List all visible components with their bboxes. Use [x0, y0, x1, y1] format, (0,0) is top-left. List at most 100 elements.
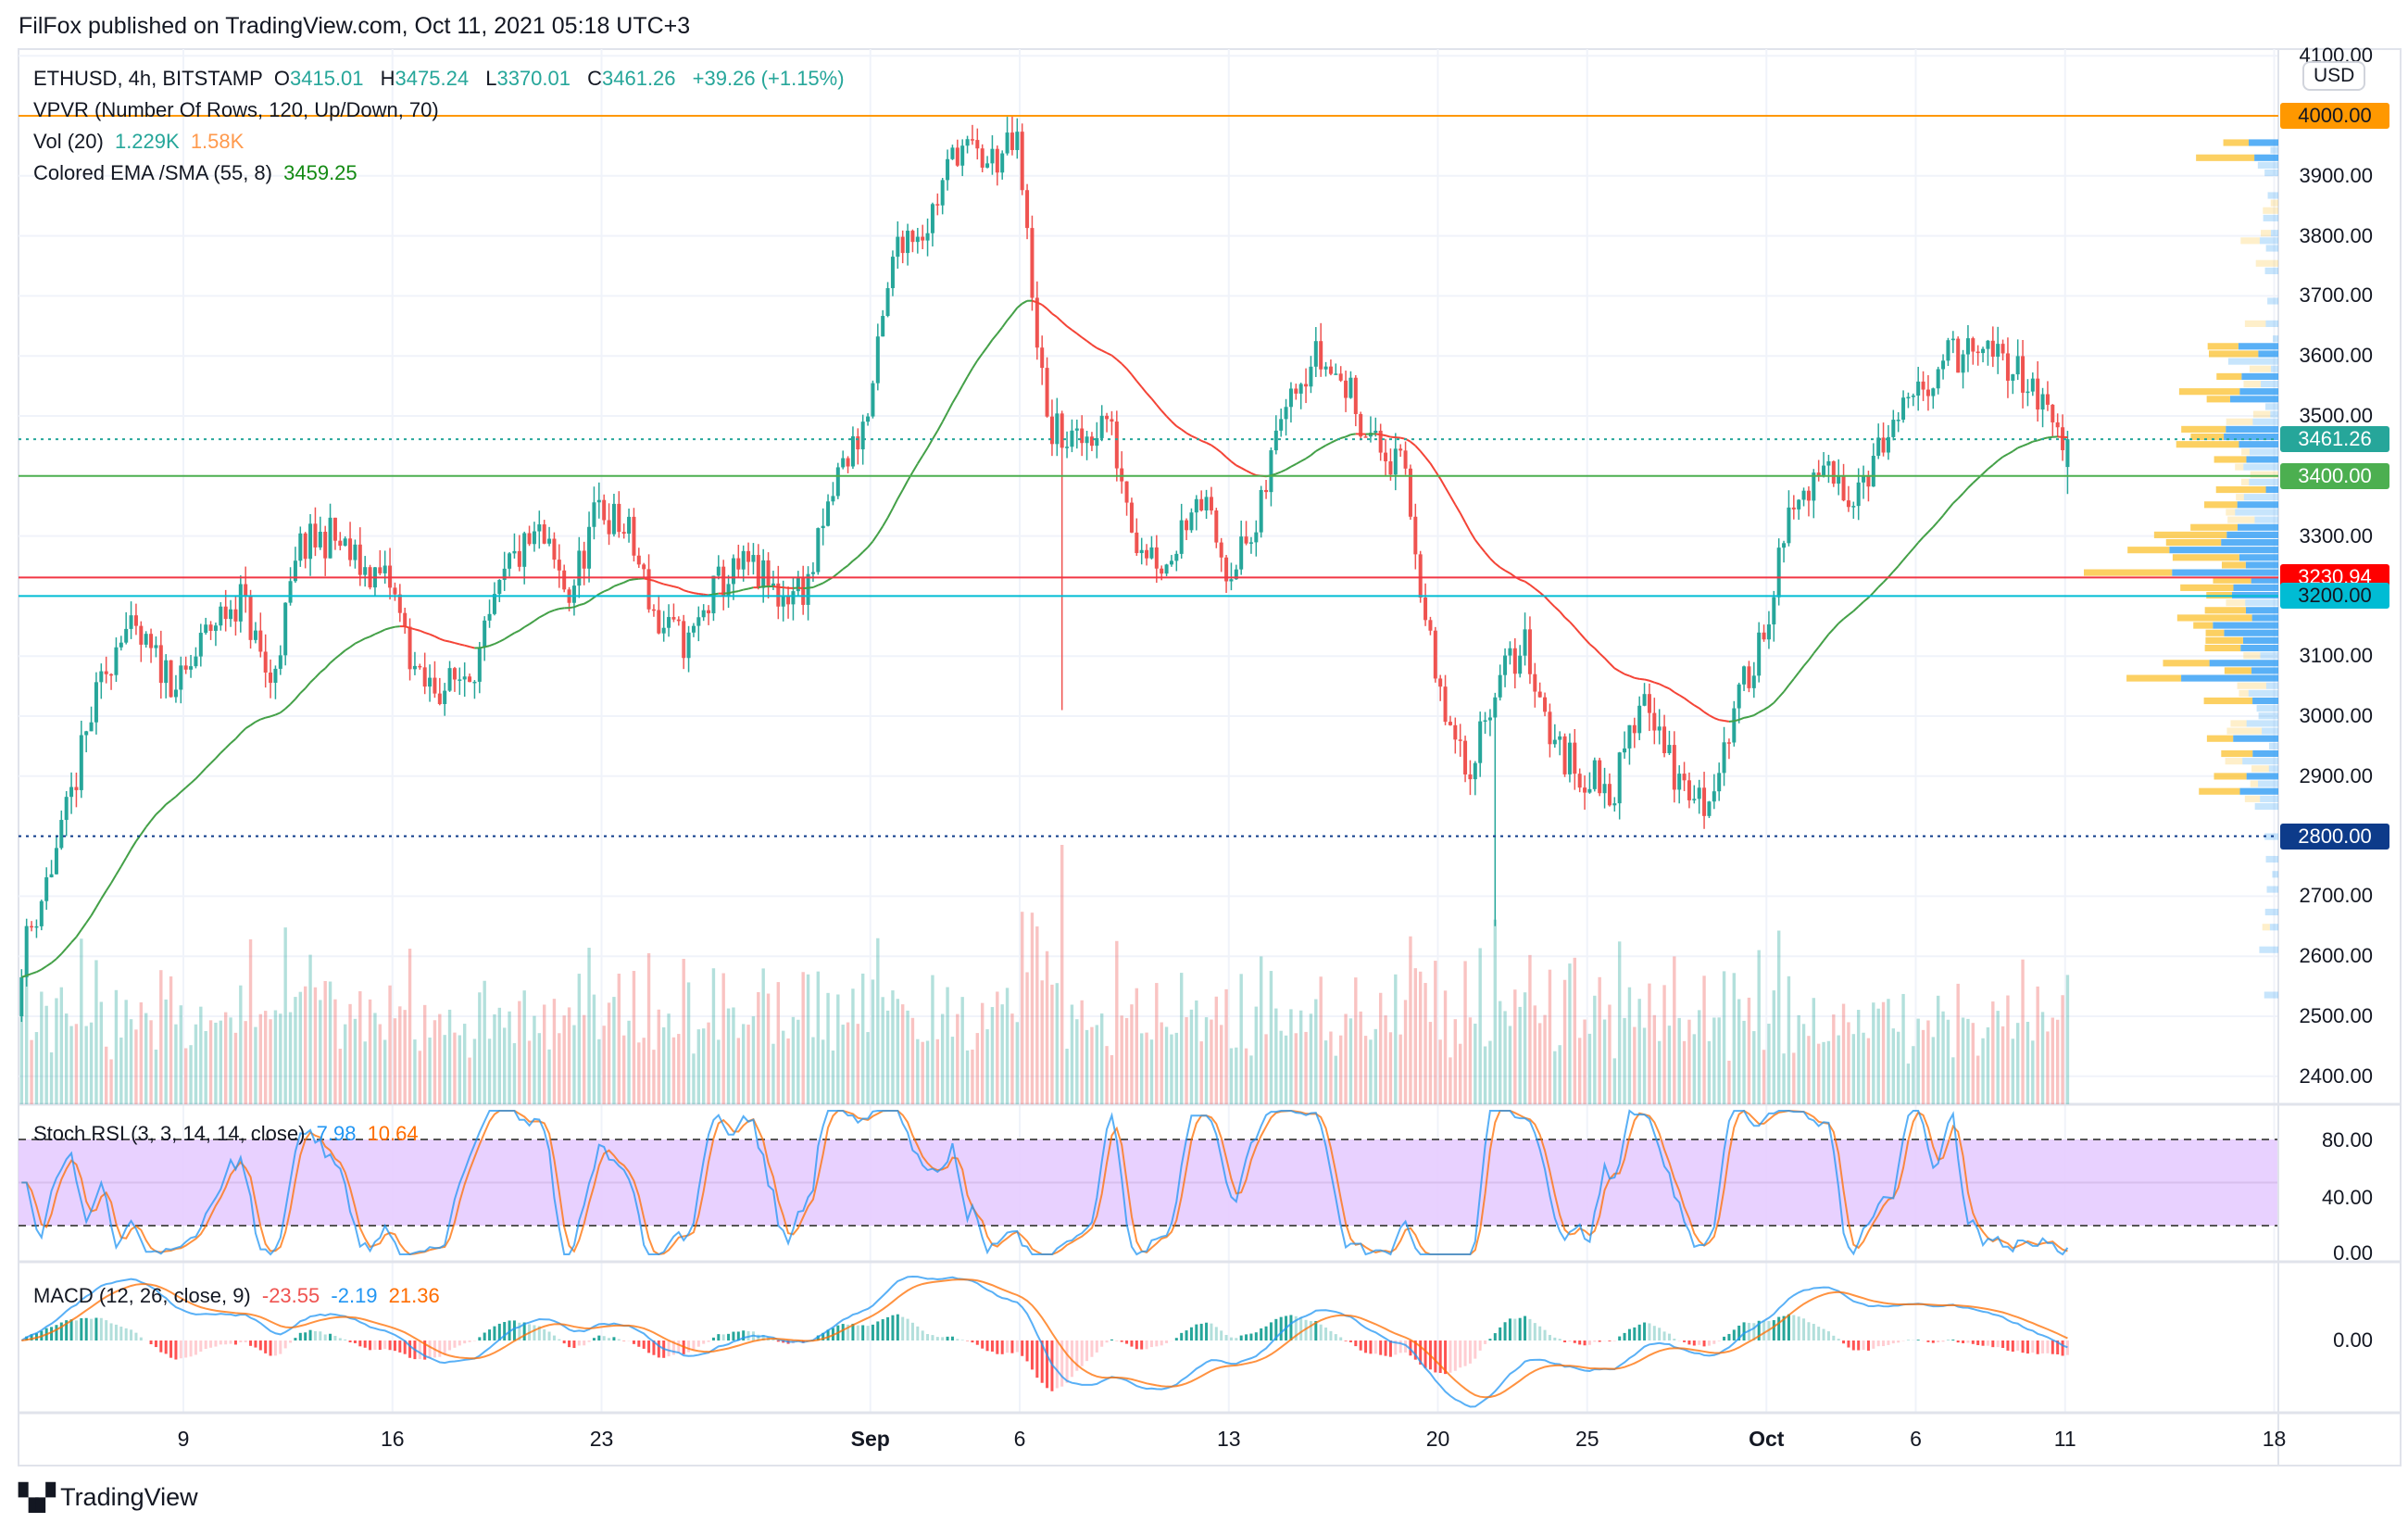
candle-body — [318, 532, 322, 548]
macd-histogram-bar — [1752, 1323, 1756, 1340]
macd-histogram-bar — [996, 1340, 999, 1354]
price-level-label[interactable]: 4000.00 — [2280, 103, 2389, 129]
ema-line-segment — [1783, 684, 1790, 693]
macd-histogram-bar — [114, 1324, 118, 1340]
price-level-label[interactable]: 2800.00 — [2280, 823, 2389, 850]
candle-body — [682, 621, 686, 659]
macd-histogram-bar — [1289, 1315, 1293, 1340]
ema-line-segment — [1917, 536, 1925, 544]
volume-bar — [478, 992, 482, 1104]
macd-histogram-bar — [632, 1340, 635, 1344]
macd-histogram-bar — [25, 1336, 29, 1340]
vpvr-up-bar — [2252, 749, 2278, 758]
currency-button[interactable]: USD — [2302, 61, 2366, 91]
macd-histogram-bar — [1010, 1340, 1014, 1353]
volume-bar — [1418, 971, 1423, 1104]
candle-body — [707, 610, 711, 614]
volume-bar — [1035, 926, 1039, 1104]
vpvr-down-bar — [2240, 237, 2260, 245]
volume-bar — [1254, 1006, 1259, 1104]
macd-histogram-bar — [1453, 1340, 1457, 1371]
macd-histogram-bar — [1015, 1340, 1019, 1353]
volume-bar — [124, 1000, 128, 1104]
candle-body — [2055, 422, 2060, 428]
volume-bar — [1130, 1004, 1134, 1104]
candle-body — [676, 619, 681, 622]
candle-body — [1319, 341, 1323, 370]
candle-body — [1179, 520, 1184, 554]
candle-body — [189, 666, 194, 670]
macd-histogram-bar — [2016, 1340, 2020, 1351]
volume-bar — [348, 1003, 352, 1104]
macd-histogram-bar — [1348, 1340, 1352, 1342]
candle-body — [1393, 448, 1398, 475]
volume-bar — [1139, 1033, 1144, 1104]
volume-bar — [721, 973, 725, 1104]
ema-line-segment — [2047, 435, 2053, 439]
volume-bar — [1120, 1015, 1123, 1104]
volume-bar — [308, 954, 312, 1104]
macd-histogram-bar — [1822, 1328, 1825, 1340]
price-level-label[interactable]: 3461.26 — [2280, 426, 2389, 453]
macd-histogram-bar — [1851, 1340, 1855, 1351]
volume-bar — [1080, 1000, 1084, 1104]
volume-legend[interactable]: Vol (20) 1.229K 1.58K — [33, 130, 249, 154]
macd-histogram-bar — [847, 1324, 850, 1340]
macd-histogram-bar — [1493, 1333, 1497, 1340]
ema-line-segment — [90, 906, 97, 916]
candle-body — [611, 503, 616, 535]
candle-body — [1273, 430, 1278, 451]
macd-histogram-bar — [1737, 1325, 1741, 1340]
candle-body — [1353, 377, 1358, 414]
volume-bar — [910, 1017, 915, 1104]
candle-body — [1487, 717, 1492, 721]
stoch-legend[interactable]: Stoch RSI (3, 3, 14, 14, close) 7.98 10.… — [33, 1122, 424, 1146]
volume-bar — [552, 999, 557, 1104]
price-level-label[interactable]: 3400.00 — [2280, 462, 2389, 489]
macd-histogram-bar — [1189, 1327, 1193, 1340]
ema-line-segment — [1802, 659, 1810, 667]
ema-line-segment — [334, 653, 341, 660]
vpvr-down-bar — [2263, 207, 2278, 214]
ema-line-segment — [1215, 447, 1223, 454]
macd-histogram-bar — [647, 1340, 651, 1353]
ema-line-segment — [1171, 421, 1178, 427]
ema-line-segment — [1185, 432, 1192, 437]
ema-line-segment — [1982, 468, 1989, 475]
ema-line-segment — [379, 628, 386, 634]
candle-body — [1598, 760, 1602, 794]
macd-histogram-bar — [1612, 1340, 1616, 1341]
tradingview-logo[interactable]: ▚▞ TradingView — [19, 1482, 198, 1513]
ema-line-segment — [1519, 578, 1525, 583]
vpvr-down-bar — [2204, 644, 2241, 652]
candle-body — [1851, 506, 1856, 508]
volume-bar — [1602, 1019, 1607, 1104]
candle-body — [835, 467, 840, 497]
volume-bar — [1388, 1032, 1393, 1104]
macd-histogram-bar — [1717, 1340, 1721, 1341]
volume-bar — [711, 968, 716, 1104]
vpvr-down-bar — [2204, 607, 2246, 614]
volume-bar — [1438, 1039, 1442, 1104]
candle-body — [1359, 413, 1363, 437]
volume-bar — [562, 1015, 566, 1104]
macd-histogram-bar — [1702, 1340, 1706, 1347]
candle-body — [1463, 740, 1468, 774]
ema-line-segment — [1613, 667, 1621, 673]
macd-histogram-bar — [1006, 1340, 1010, 1353]
volume-bar — [1179, 973, 1184, 1104]
vpvr-down-bar — [2084, 569, 2173, 576]
macd-legend[interactable]: MACD (12, 26, close, 9) -23.55 -2.19 21.… — [33, 1284, 445, 1308]
vpvr-legend[interactable]: VPVR (Number Of Rows, 120, Up/Down, 70) — [33, 98, 439, 121]
volume-bar — [1851, 1034, 1856, 1104]
vpvr-down-bar — [2230, 720, 2247, 727]
ema-legend[interactable]: Colored EMA /SMA (55, 8) 3459.25 — [33, 161, 363, 185]
price-level-label[interactable]: 3200.00 — [2280, 583, 2389, 610]
macd-histogram-bar — [1543, 1329, 1547, 1340]
ema-line-segment — [329, 658, 336, 664]
macd-histogram-bar — [269, 1340, 272, 1356]
volume-bar — [1110, 1055, 1114, 1104]
volume-bar — [497, 1007, 502, 1104]
macd-histogram-bar — [1533, 1323, 1536, 1340]
